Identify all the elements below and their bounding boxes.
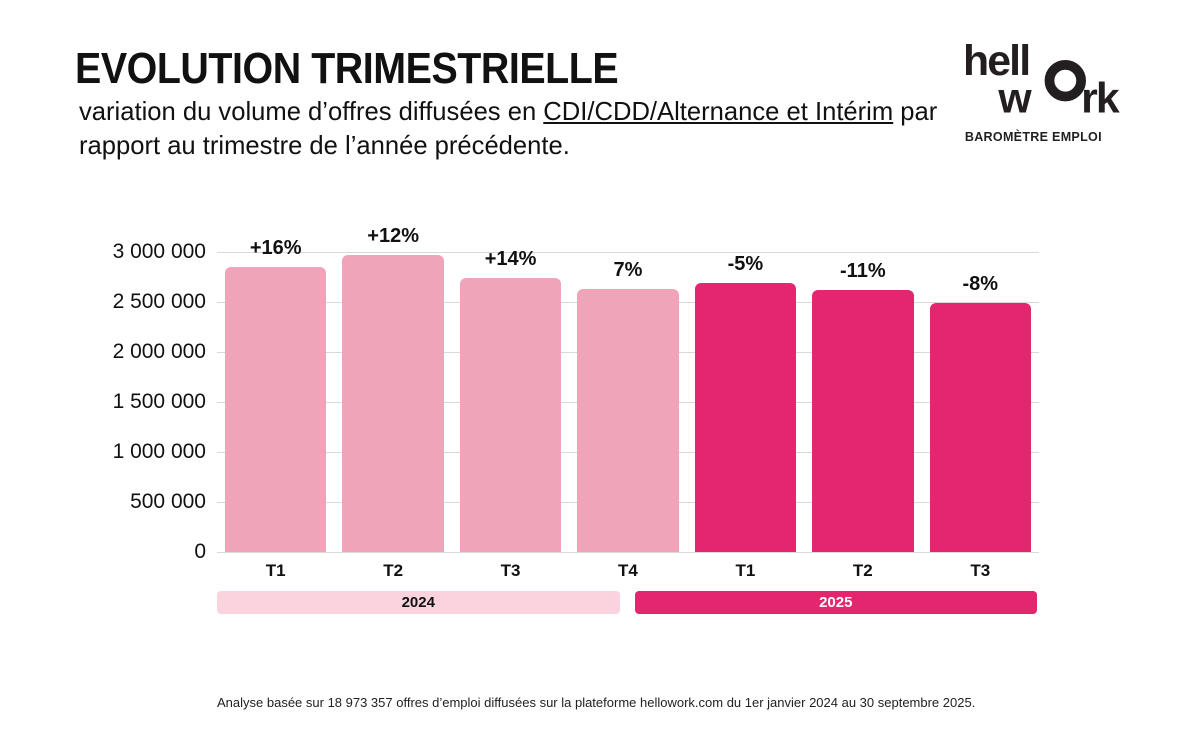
- svg-text:rk: rk: [1081, 74, 1120, 119]
- svg-text:w: w: [997, 74, 1032, 119]
